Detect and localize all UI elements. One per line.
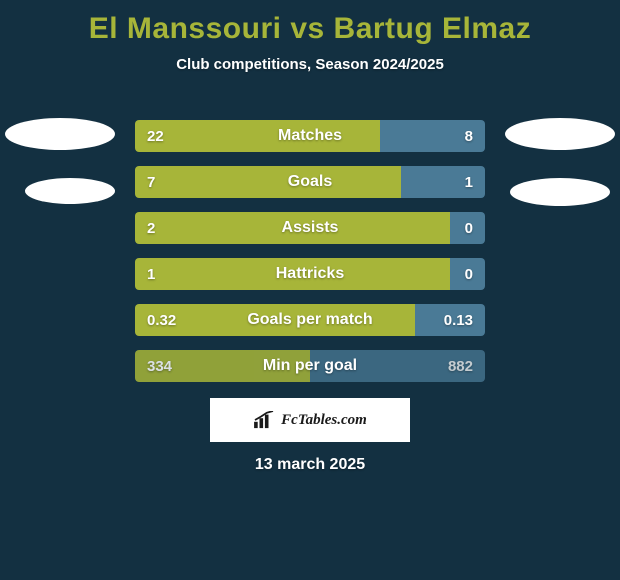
comparison-bars: 228Matches 71Goals 20Assists 10Hattricks 0.3… (135, 120, 485, 382)
ellipse-shape (505, 118, 615, 150)
stat-right-value: 8 (380, 120, 485, 152)
stat-row: 20Assists (135, 212, 485, 244)
stat-left-value: 22 (135, 120, 380, 152)
ellipse-shape (25, 178, 115, 204)
title-vs: vs (290, 12, 324, 45)
player2-name: Bartug Elmaz (334, 12, 532, 45)
stat-right-value: 0 (450, 212, 485, 244)
ellipse-shape (5, 118, 115, 150)
player1-avatar-placeholder (0, 118, 130, 204)
stat-row: 0.320.13Goals per match (135, 304, 485, 336)
subtitle: Club competitions, Season 2024/2025 (0, 56, 620, 73)
brand-box: FcTables.com (210, 398, 410, 442)
stat-row: 71Goals (135, 166, 485, 198)
ellipse-shape (510, 178, 610, 206)
stat-left-value: 2 (135, 212, 450, 244)
stat-left-value: 0.32 (135, 304, 415, 336)
player2-avatar-placeholder (490, 118, 620, 206)
stat-left-value: 334 (135, 350, 310, 382)
player1-name: El Manssouri (89, 12, 282, 45)
stat-right-value: 0.13 (415, 304, 485, 336)
stat-left-value: 7 (135, 166, 401, 198)
brand-text: FcTables.com (281, 412, 367, 429)
stat-left-value: 1 (135, 258, 450, 290)
stat-row: 10Hattricks (135, 258, 485, 290)
stat-right-value: 1 (401, 166, 485, 198)
chart-icon (253, 411, 275, 429)
page-title: El Manssouri vs Bartug Elmaz (0, 0, 620, 46)
stat-right-value: 882 (310, 350, 485, 382)
stat-row: 228Matches (135, 120, 485, 152)
comparison-card: El Manssouri vs Bartug Elmaz Club compet… (0, 0, 620, 580)
stat-row: 334882Min per goal (135, 350, 485, 382)
stat-right-value: 0 (450, 258, 485, 290)
date-text: 13 march 2025 (0, 456, 620, 474)
